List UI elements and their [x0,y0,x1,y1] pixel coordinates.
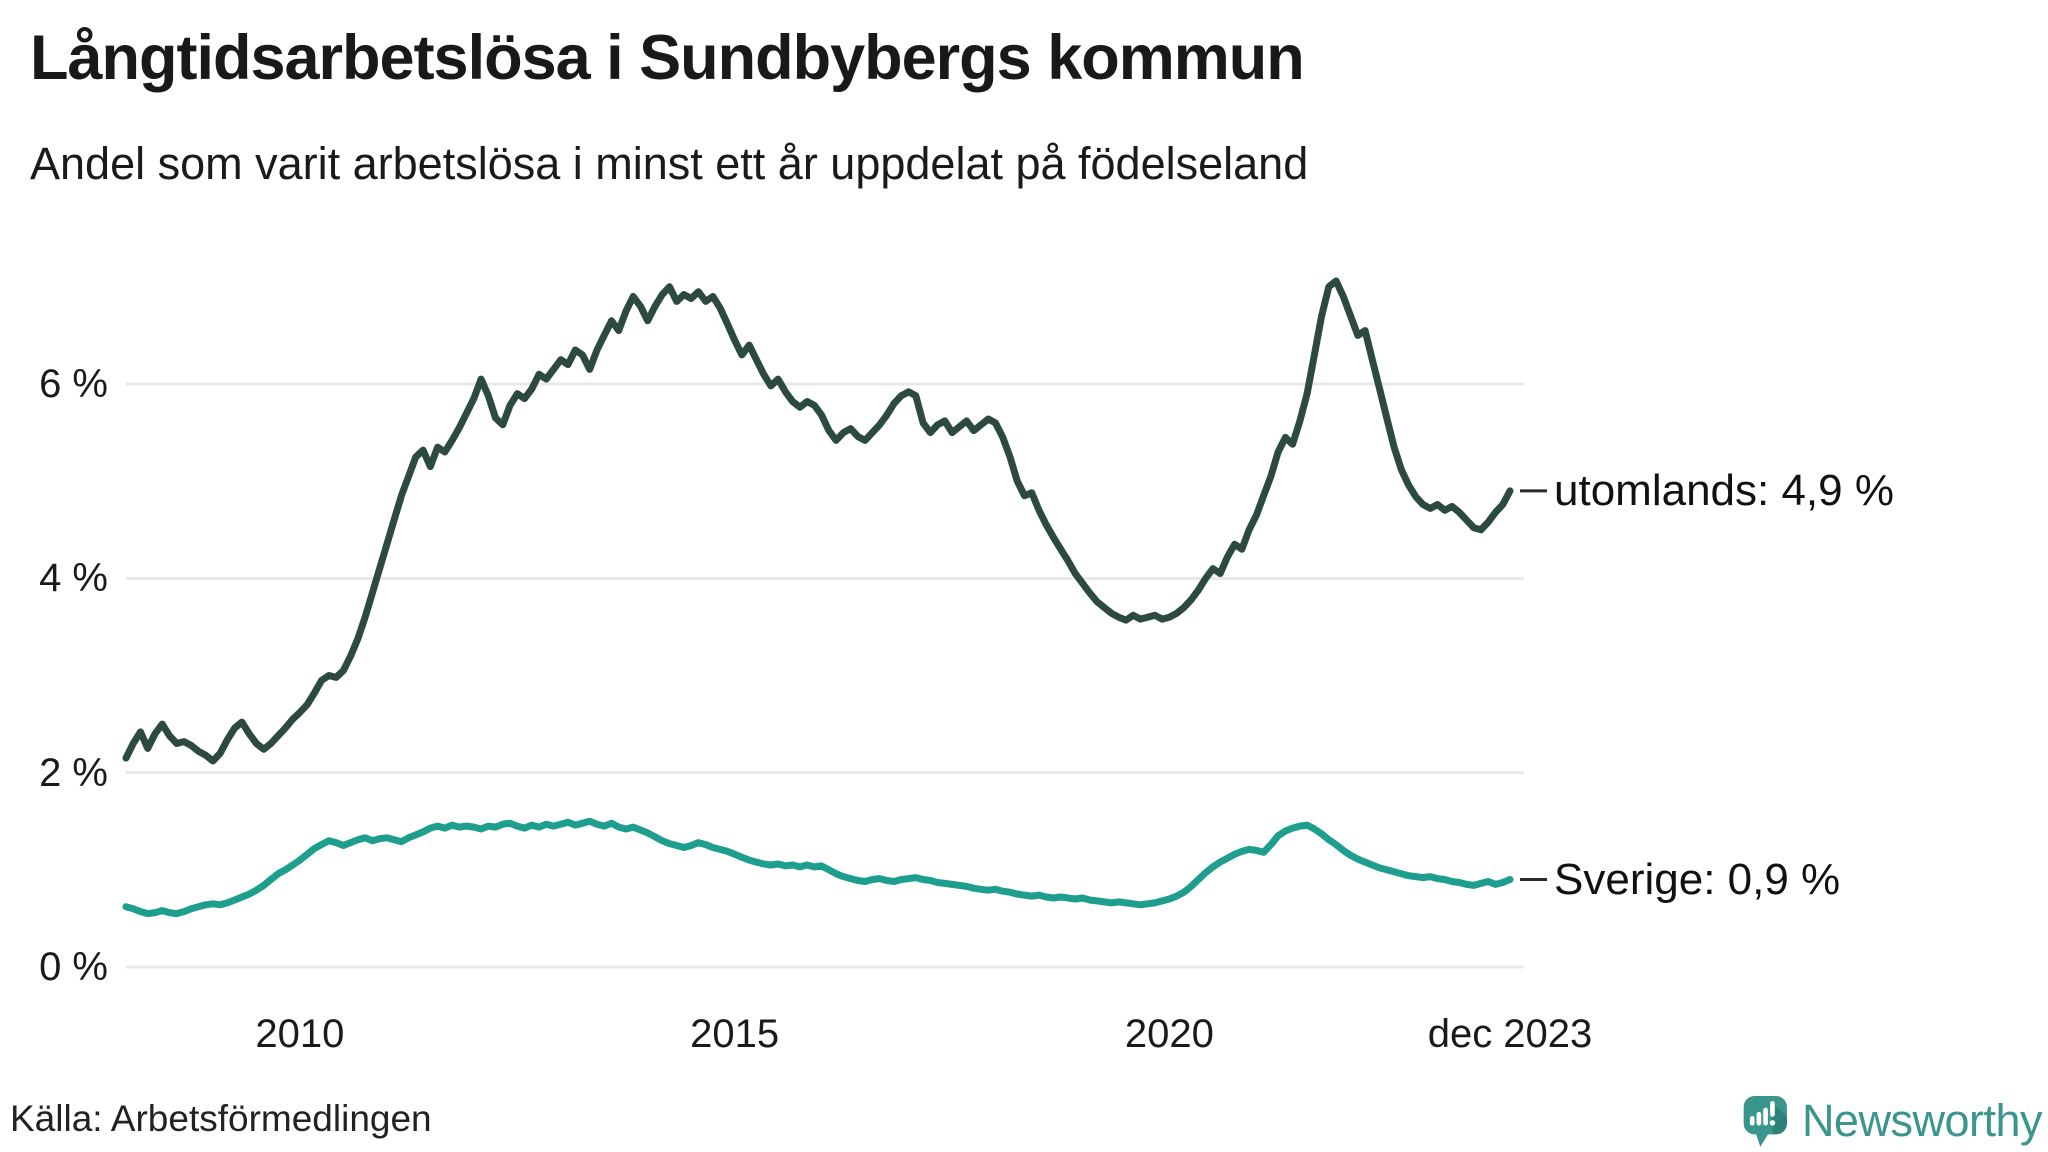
y-axis-label-6: 6 % [39,362,108,406]
chart-subtitle: Andel som varit arbetslösa i minst ett å… [30,138,1309,189]
newsworthy-logo-icon [1743,1096,1787,1147]
series-line-utomlands [122,277,1514,765]
source-note: Källa: Arbetsförmedlingen [10,1098,432,1139]
chart-title: Långtidsarbetslösa i Sundbybergs kommun [30,23,1305,93]
series-label-utomlands: utomlands: 4,9 % [1554,465,1894,515]
x-axis-label-2015: 2015 [690,1012,780,1056]
x-axis-label-2010: 2010 [255,1012,345,1056]
newsworthy-brand: Newsworthy [1742,1090,2043,1152]
y-axis-label-2: 2 % [39,750,108,795]
series-label-sverige: Sverige: 0,9 % [1554,854,1841,904]
x-axis-label-dec-2023: dec 2023 [1427,1012,1593,1056]
y-axis-label-0: 0 % [39,945,108,989]
x-axis-label-2020: 2020 [1124,1012,1214,1056]
newsworthy-wordmark: Newsworthy [1801,1095,2043,1146]
y-axis-label-4: 4 % [39,556,108,601]
series-line-sverige [122,817,1514,918]
